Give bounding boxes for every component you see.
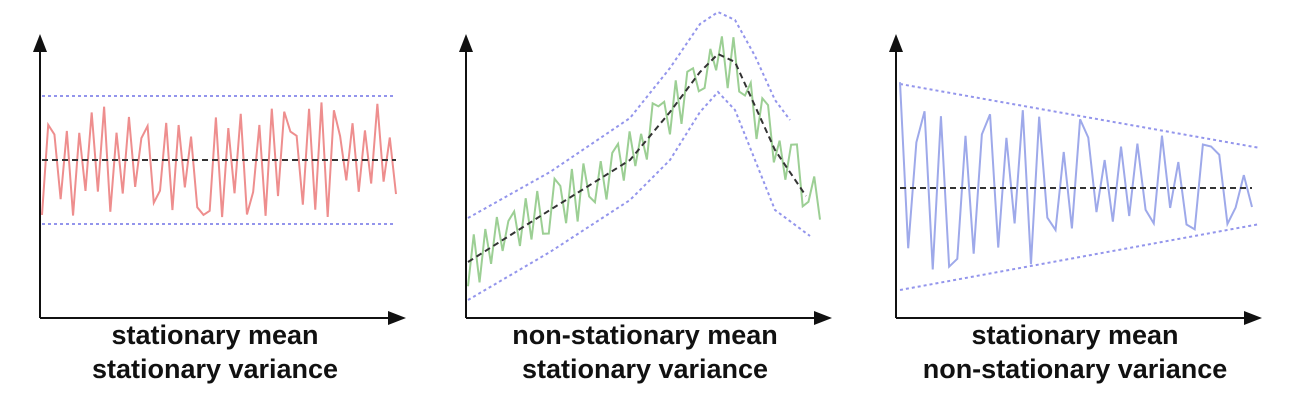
panel-stationary-mean-nonstationary-variance: stationary mean non-stationary variance — [860, 0, 1290, 408]
lower-bound-line — [899, 223, 1261, 291]
y-axis-arrow — [33, 34, 47, 52]
y-axis-arrow — [889, 34, 903, 52]
caption-line-2: stationary variance — [521, 354, 769, 384]
y-axis-arrow — [459, 34, 473, 52]
x-axis-arrow — [388, 311, 406, 325]
panel-stationary-mean-stationary-variance: stationary mean stationary variance — [0, 0, 430, 408]
plot-2 — [459, 10, 832, 325]
caption-line-1: stationary mean — [971, 320, 1179, 350]
x-axis-arrow — [1244, 311, 1262, 325]
caption-line-1: non-stationary mean — [512, 320, 778, 350]
upper-bound-line — [899, 83, 1261, 149]
time-series-line — [41, 102, 397, 218]
time-series-line — [899, 82, 1253, 270]
x-axis-arrow — [814, 311, 832, 325]
caption-line-1: stationary mean — [111, 320, 319, 350]
time-series-line — [467, 36, 821, 287]
upper-bound-line — [467, 10, 791, 219]
caption-line-2: non-stationary variance — [922, 354, 1228, 384]
caption: non-stationary mean stationary variance — [430, 318, 860, 386]
plot-1 — [33, 34, 406, 325]
mean-line — [467, 52, 807, 263]
caption-line-2: stationary variance — [91, 354, 339, 384]
caption: stationary mean non-stationary variance — [860, 318, 1290, 386]
panel-nonstationary-mean-stationary-variance: non-stationary mean stationary variance — [430, 0, 860, 408]
caption: stationary mean stationary variance — [0, 318, 430, 386]
plot-3 — [889, 34, 1262, 325]
